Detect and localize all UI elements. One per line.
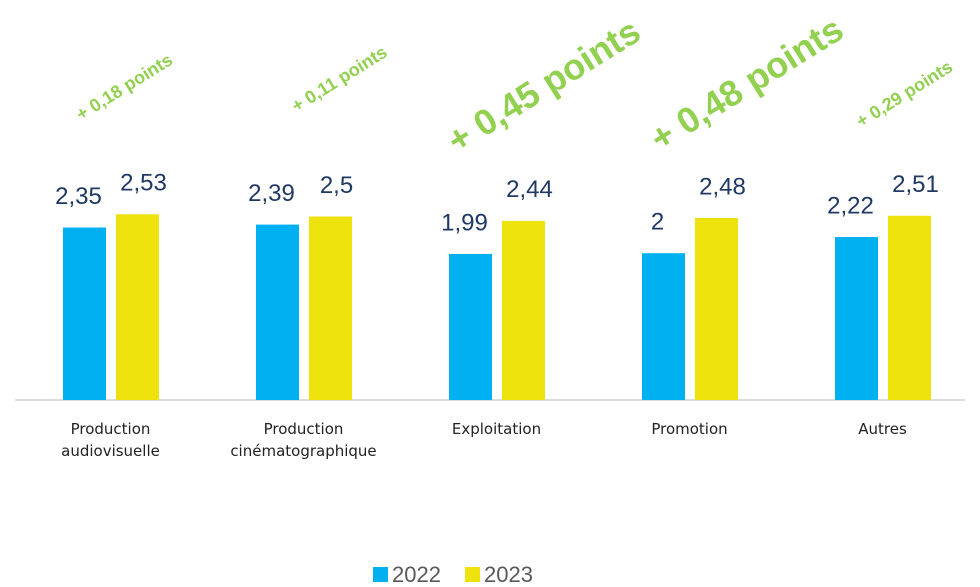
value-label: 2,39	[248, 180, 295, 207]
legend-swatch	[373, 567, 388, 582]
legend-label: 2023	[484, 562, 533, 587]
value-label: 2,22	[827, 192, 874, 219]
annotation: + 0,18 points	[73, 49, 176, 124]
bar	[63, 227, 106, 400]
bar	[835, 237, 878, 400]
bar	[888, 215, 931, 400]
x-tick-label: Production audiovisuelle	[61, 420, 160, 460]
bar	[256, 224, 299, 400]
value-label: 2,51	[892, 171, 939, 198]
annotation: + 0,29 points	[853, 56, 956, 131]
legend-swatch	[465, 567, 480, 582]
bar	[449, 253, 492, 400]
value-label: 2,35	[55, 183, 102, 210]
value-label: 2,48	[699, 173, 746, 200]
x-tick-label: Promotion	[651, 420, 728, 438]
value-label: 2,5	[320, 172, 353, 199]
annotation: + 0,11 points	[288, 42, 391, 116]
value-label: 2	[651, 209, 664, 236]
x-tick-label: Exploitation	[451, 420, 542, 438]
value-label: 2,53	[120, 170, 167, 197]
bar	[695, 217, 738, 400]
bar	[502, 220, 545, 400]
x-tick-label: Production cinématographique	[230, 420, 377, 460]
annotation: + 0,48 points	[643, 8, 851, 159]
legend-label: 2022	[392, 562, 441, 587]
annotation: + 0,45 points	[440, 10, 648, 161]
bar	[116, 214, 159, 400]
value-label: 1,99	[441, 209, 488, 236]
x-tick-label: Autres	[858, 420, 907, 438]
value-label: 2,44	[506, 176, 553, 203]
bar	[642, 253, 685, 400]
bar	[309, 216, 352, 400]
